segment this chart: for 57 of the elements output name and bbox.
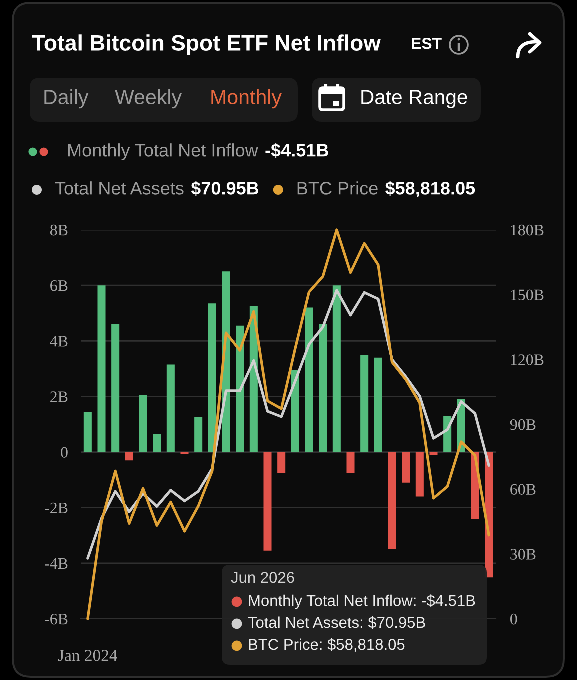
chart-title: Total Bitcoin Spot ETF Net Inflow xyxy=(32,34,381,56)
annotation: Monthly Total Net Inflow: -$4.51B xyxy=(249,594,476,610)
bar xyxy=(360,355,369,452)
bar xyxy=(332,286,341,452)
bar xyxy=(139,395,148,452)
bar xyxy=(388,452,396,550)
y-tick-label: -2B xyxy=(45,502,68,514)
y-tick-label: -4B xyxy=(45,558,68,570)
legend-label: Monthly Total Net Inflow xyxy=(68,144,258,160)
bar xyxy=(264,452,272,551)
bar xyxy=(125,452,134,461)
y-tick-label: 8B xyxy=(50,224,68,236)
y2-tick-label: 180B xyxy=(511,224,544,236)
legend-label: Total Net Assets xyxy=(55,182,184,195)
bar xyxy=(278,452,286,474)
annotation: Total Net Assets: $70.95B xyxy=(248,616,426,630)
bar xyxy=(402,452,410,483)
text: -$4.51B xyxy=(266,143,328,158)
bar xyxy=(166,364,175,452)
x-tick-label: Jan 2024 xyxy=(58,650,118,662)
y-tick-label: 2B xyxy=(50,392,68,402)
bar xyxy=(194,418,203,452)
bar xyxy=(112,324,120,452)
text: Monthly xyxy=(212,89,282,109)
y-tick-label: -6B xyxy=(45,614,68,625)
bar xyxy=(84,412,92,452)
y-tick-label: 6B xyxy=(50,280,68,292)
text: Weekly xyxy=(115,89,182,109)
bar xyxy=(319,324,328,452)
bar xyxy=(291,370,300,452)
bar xyxy=(416,452,424,497)
text: $70.95B xyxy=(191,181,259,196)
bar xyxy=(374,358,382,452)
y2-tick-label: 120B xyxy=(511,354,544,366)
y2-tick-label: 60B xyxy=(510,484,536,496)
y2-tick-label: 150B xyxy=(511,290,544,301)
bar xyxy=(305,308,314,452)
annotation: Jun 2026 xyxy=(231,572,294,584)
bar xyxy=(236,326,244,452)
text: $58,818.05 xyxy=(385,181,476,198)
y-tick-label: 0 xyxy=(61,447,68,458)
bar xyxy=(208,304,216,452)
bar xyxy=(153,434,162,452)
text: BTC Price: $58,818.05 xyxy=(249,638,405,652)
bar xyxy=(346,452,355,474)
text: Date Range xyxy=(362,90,468,108)
bar xyxy=(180,452,189,455)
text: Daily xyxy=(44,89,89,109)
y-tick-label: 4B xyxy=(50,336,68,347)
y2-tick-label: 90B xyxy=(510,419,536,430)
bar xyxy=(98,286,106,452)
y2-tick-label: 30B xyxy=(510,549,536,560)
line-series xyxy=(86,289,490,560)
legend-label: BTC Price xyxy=(298,182,378,195)
y2-tick-label: 0 xyxy=(510,614,518,625)
bar xyxy=(430,452,438,456)
text: EST xyxy=(412,38,442,50)
